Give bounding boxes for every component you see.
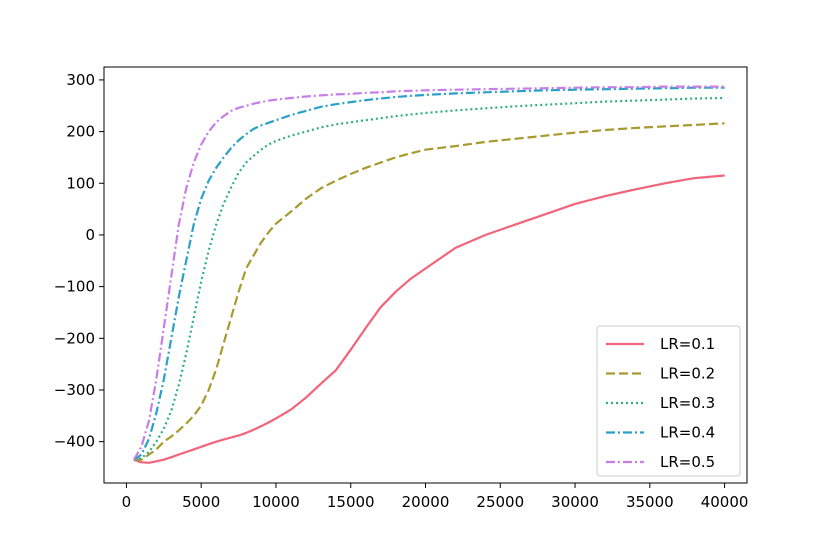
x-tick-label: 40000 (701, 493, 749, 511)
x-tick-label: 35000 (626, 493, 674, 511)
legend-label-3: LR=0.3 (660, 394, 715, 412)
series-layer (132, 85, 725, 464)
series-line-1 (133, 174, 725, 464)
x-tick-label: 0 (122, 493, 132, 511)
x-tick-label: 20000 (402, 493, 450, 511)
x-tick-label: 30000 (551, 493, 599, 511)
x-axis: 0 5000 10000 15000 20000 25000 30000 35000 40000 (122, 483, 749, 511)
x-tick-label: 5000 (182, 493, 220, 511)
y-tick-label: −400 (54, 433, 95, 451)
x-tick-label: 10000 (252, 493, 300, 511)
legend-label-2: LR=0.2 (660, 365, 715, 383)
x-tick-label: 15000 (327, 493, 375, 511)
series-line-4 (133, 86, 725, 461)
y-tick-label: −300 (54, 381, 95, 399)
series-line-5 (132, 85, 725, 461)
legend-label-5: LR=0.5 (660, 453, 715, 471)
x-tick-label: 25000 (476, 493, 524, 511)
y-axis: −400 −300 −200 −100 0 100 200 300 (54, 71, 104, 451)
y-tick-label: 300 (66, 71, 95, 89)
legend-label-4: LR=0.4 (660, 424, 715, 442)
legend-label-1: LR=0.1 (660, 335, 715, 353)
series-line-3 (133, 96, 725, 461)
y-tick-label: −200 (54, 329, 95, 347)
legend-box (596, 325, 741, 477)
series-line-2 (133, 122, 725, 461)
y-tick-label: −100 (54, 278, 95, 296)
y-tick-label: 200 (66, 123, 95, 141)
legend: LR=0.1 LR=0.2 LR=0.3 LR=0.4 LR=0.5 (596, 325, 741, 477)
y-tick-label: 0 (85, 226, 95, 244)
y-tick-label: 100 (66, 174, 95, 192)
